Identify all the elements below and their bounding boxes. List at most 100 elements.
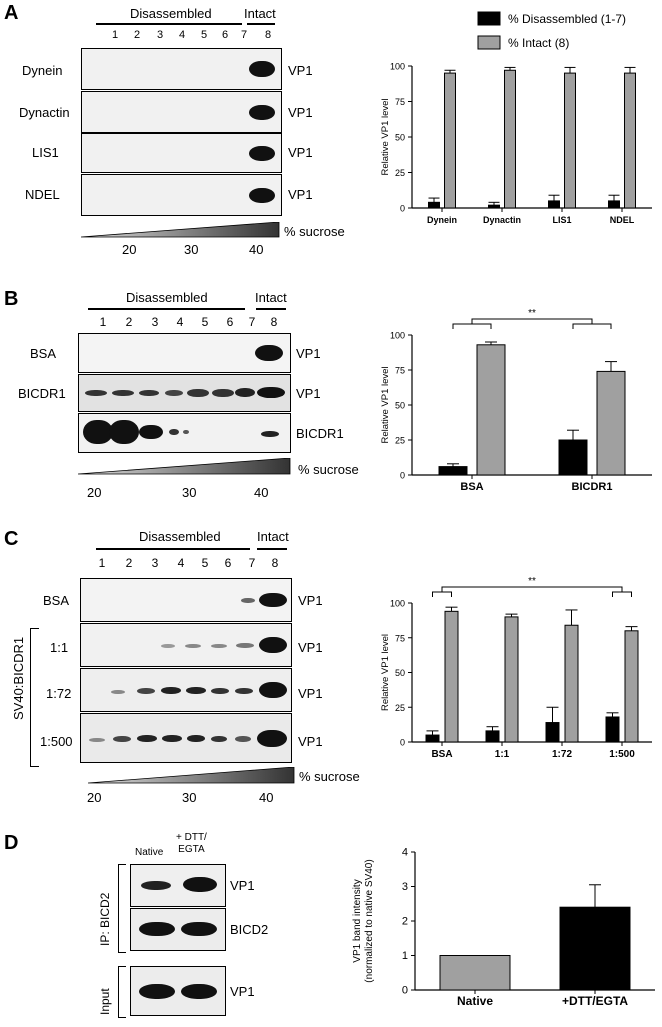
row-label: BICDR1: [18, 386, 66, 401]
bar: [624, 630, 639, 743]
bar: [504, 69, 516, 209]
significance-bracket: [572, 323, 612, 329]
sucrose-label: % sucrose: [298, 462, 359, 477]
header-disassembled-b: Disassembled: [126, 290, 208, 305]
y-axis-label: Relative VP1 level: [380, 634, 391, 711]
gradient-tick: 40: [259, 790, 274, 805]
gradient-tick: 20: [87, 485, 102, 500]
y-tick-label: 100: [390, 331, 405, 341]
bar: [545, 722, 560, 743]
y-tick-label: 0: [400, 204, 405, 214]
legend-swatch: [477, 35, 501, 50]
group-bracket: [118, 966, 126, 1018]
bar: [596, 370, 626, 476]
sucrose-gradient-wedge: [81, 222, 280, 238]
y-axis-label: Relative VP1 level: [380, 98, 391, 175]
lane-number: 5: [200, 29, 208, 41]
lane-number: 2: [125, 315, 133, 329]
bar-chart-b: 0 25 50 75 100 Relative VP1 level BSA BICDR1 **: [380, 308, 652, 493]
western-blot-strip: [78, 333, 291, 373]
gradient-tick: 20: [122, 242, 137, 257]
bar: [624, 72, 636, 209]
panel-label-a: A: [4, 2, 19, 24]
blot-marker-label: VP1: [298, 734, 323, 749]
y-tick-label: 0: [400, 738, 405, 748]
gradient-tick: 20: [87, 790, 102, 805]
panel-label-b: B: [4, 288, 19, 310]
x-tick-label: BICDR1: [572, 481, 613, 493]
header-disassembled-c: Disassembled: [139, 529, 221, 544]
gradient-tick: 40: [249, 242, 264, 257]
y-tick-label: 25: [395, 703, 405, 713]
y-tick-label: 50: [395, 401, 405, 411]
bar-chart-a: 0 25 50 75 100 Relative VP1 level Dynein Dynact…: [380, 11, 652, 225]
western-blot-strip: [130, 864, 226, 907]
bar: [439, 955, 511, 991]
significance-label: **: [528, 308, 536, 319]
intact-line-c: [257, 548, 287, 550]
x-tick-label: Dynein: [427, 215, 457, 225]
legend-swatch: [477, 11, 501, 26]
y-tick-label: 100: [390, 599, 405, 609]
gradient-tick: 30: [184, 242, 199, 257]
header-intact-b: Intact: [255, 290, 287, 305]
column-label-dtt-egta: + DTT/ EGTA: [176, 832, 207, 855]
x-tick-label: 1:72: [552, 749, 572, 760]
row-label: LIS1: [32, 145, 59, 160]
bar: [564, 624, 579, 743]
row-label: NDEL: [25, 187, 60, 202]
legend-label: % Disassembled (1-7): [508, 12, 626, 26]
disassembled-line-a: [96, 23, 242, 25]
western-blot-strip: [80, 713, 292, 763]
lane-number: 3: [151, 315, 159, 329]
y-tick-label: 75: [395, 366, 405, 376]
disassembled-line-b: [88, 308, 245, 310]
bar: [444, 72, 456, 209]
x-tick-label: 1:1: [495, 749, 510, 760]
significance-label: **: [528, 576, 536, 587]
sucrose-label: % sucrose: [284, 224, 345, 239]
lane-number: 5: [201, 556, 209, 570]
gradient-tick: 40: [254, 485, 269, 500]
y-tick-label: 75: [395, 97, 405, 107]
western-blot-strip: [130, 908, 226, 951]
bar: [438, 466, 468, 476]
bar: [428, 201, 440, 209]
bar: [548, 200, 560, 209]
significance-bracket: [432, 591, 452, 597]
bar-chart-c: 0 25 50 75 100 Relative VP1 level BSA 1:1 1:72 1:…: [380, 576, 652, 760]
row-label: 1:1: [50, 640, 69, 655]
western-blot-strip: [81, 91, 282, 133]
lane-number: 5: [201, 315, 209, 329]
significance-bracket: [612, 591, 632, 597]
western-blot-strip: [78, 374, 291, 412]
row-label: Dynactin: [19, 105, 70, 120]
blot-marker-label: VP1: [298, 640, 323, 655]
bar: [558, 439, 588, 476]
y-axis-label: Relative VP1 level: [380, 366, 391, 443]
y-axis-label: VP1 band intensity: [352, 879, 363, 962]
western-blot-strip: [80, 623, 292, 667]
lane-number: 6: [226, 315, 234, 329]
bar: [425, 734, 440, 743]
lane-number: 8: [271, 556, 279, 570]
x-tick-label: 1:500: [609, 749, 635, 760]
row-label: 1:500: [40, 734, 73, 749]
sucrose-gradient-wedge: [88, 767, 295, 784]
lane-number: 7: [240, 29, 248, 41]
blot-marker-label: VP1: [298, 593, 323, 608]
significance-bracket: [441, 586, 623, 592]
y-axis-label: (normalized to native SV40): [364, 859, 375, 982]
bar: [504, 616, 519, 743]
group-bracket: [118, 864, 126, 953]
western-blot-strip: [80, 668, 292, 712]
significance-bracket: [471, 318, 593, 324]
lane-number: 4: [177, 556, 185, 570]
blot-marker-label: VP1: [288, 63, 313, 78]
lane-number: 7: [248, 556, 256, 570]
y-tick-label: 0: [400, 471, 405, 481]
lane-number: 4: [178, 29, 186, 41]
blot-marker-label: BICD2: [230, 922, 269, 937]
column-label-native: Native: [135, 847, 164, 858]
y-tick-label: 4: [402, 847, 408, 859]
